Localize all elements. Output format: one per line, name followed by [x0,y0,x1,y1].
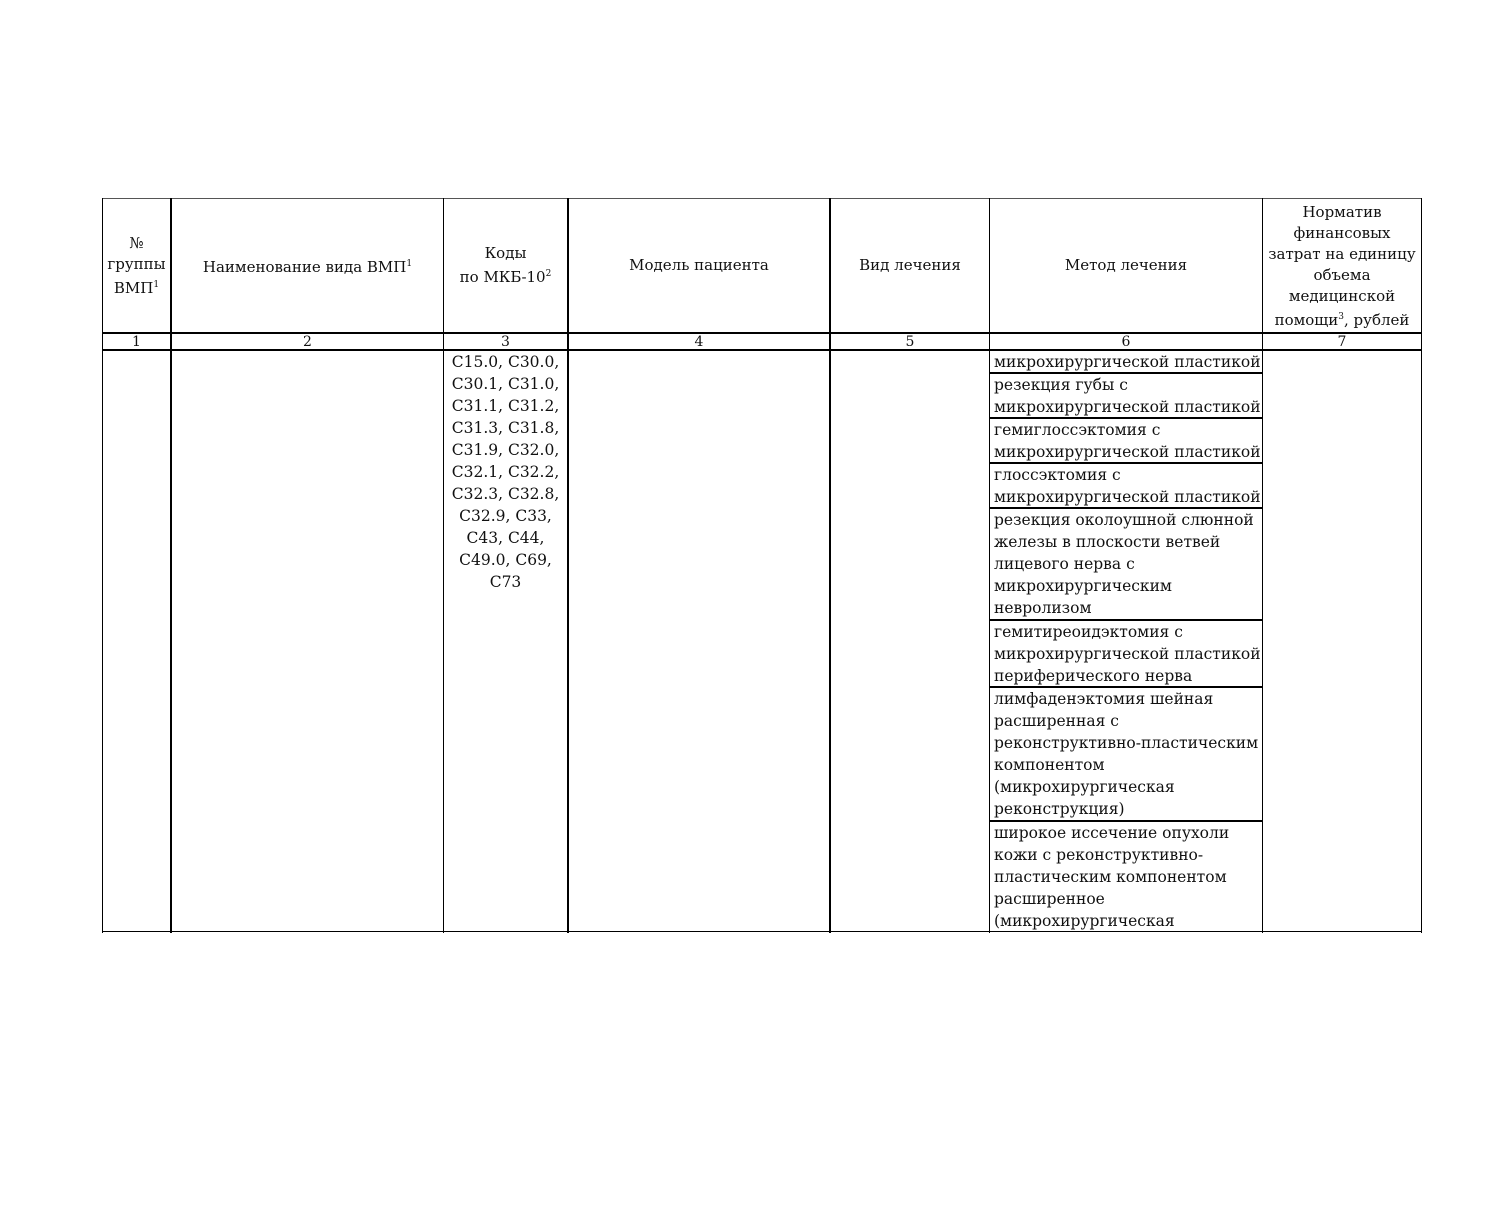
column-number: 7 [1337,334,1347,350]
header-treatment-method: Метод лечения [1064,256,1188,274]
number-row-divider [102,349,1422,351]
table-bottom-border [102,931,1422,932]
column-number: 6 [1121,334,1131,350]
header-patient-model: Модель пациента [629,256,769,274]
header-cost-standard: Норматив финансовых затрат на единицу об… [1268,203,1416,329]
method-item: лимфаденэктомия шейная расширенная с рек… [990,688,1262,822]
table-top-border [102,198,1422,199]
column-border [170,198,172,933]
column-border [829,198,831,933]
column-border [1262,198,1263,933]
column-border [567,198,569,933]
method-item: глоссэктомия с микрохирургической пласти… [990,464,1262,509]
column-border [443,198,444,933]
column-number: 4 [694,334,704,350]
method-item: гемитиреоидэктомия с микрохирургической … [990,621,1262,688]
method-item: гемиглоссэктомия с микрохирургической пл… [990,419,1262,464]
header-group-number: № группы ВМП1 [107,233,166,297]
header-icd-codes: Коды по МКБ-102 [459,244,552,286]
column-number: 5 [905,334,915,350]
column-number: 1 [132,334,141,350]
header-treatment-type: Вид лечения [859,256,961,274]
column-border [102,198,103,933]
method-item: широкое иссечение опухоли кожи с реконст… [994,824,1230,930]
column-number: 3 [501,334,510,350]
method-item: микрохирургической пластикой [990,351,1262,374]
column-border [1421,198,1422,933]
method-item: резекция околоушной слюнной железы в пло… [990,509,1262,621]
method-item: резекция губы с микрохирургической пласт… [990,374,1262,419]
header-divider [102,332,1422,334]
column-number: 2 [303,334,312,350]
icd-codes-cell: C15.0, C30.0, C30.1, C31.0, C31.1, C31.2… [451,353,560,591]
header-vmp-name: Наименование вида ВМП1 [202,257,413,276]
column-border [989,198,990,933]
